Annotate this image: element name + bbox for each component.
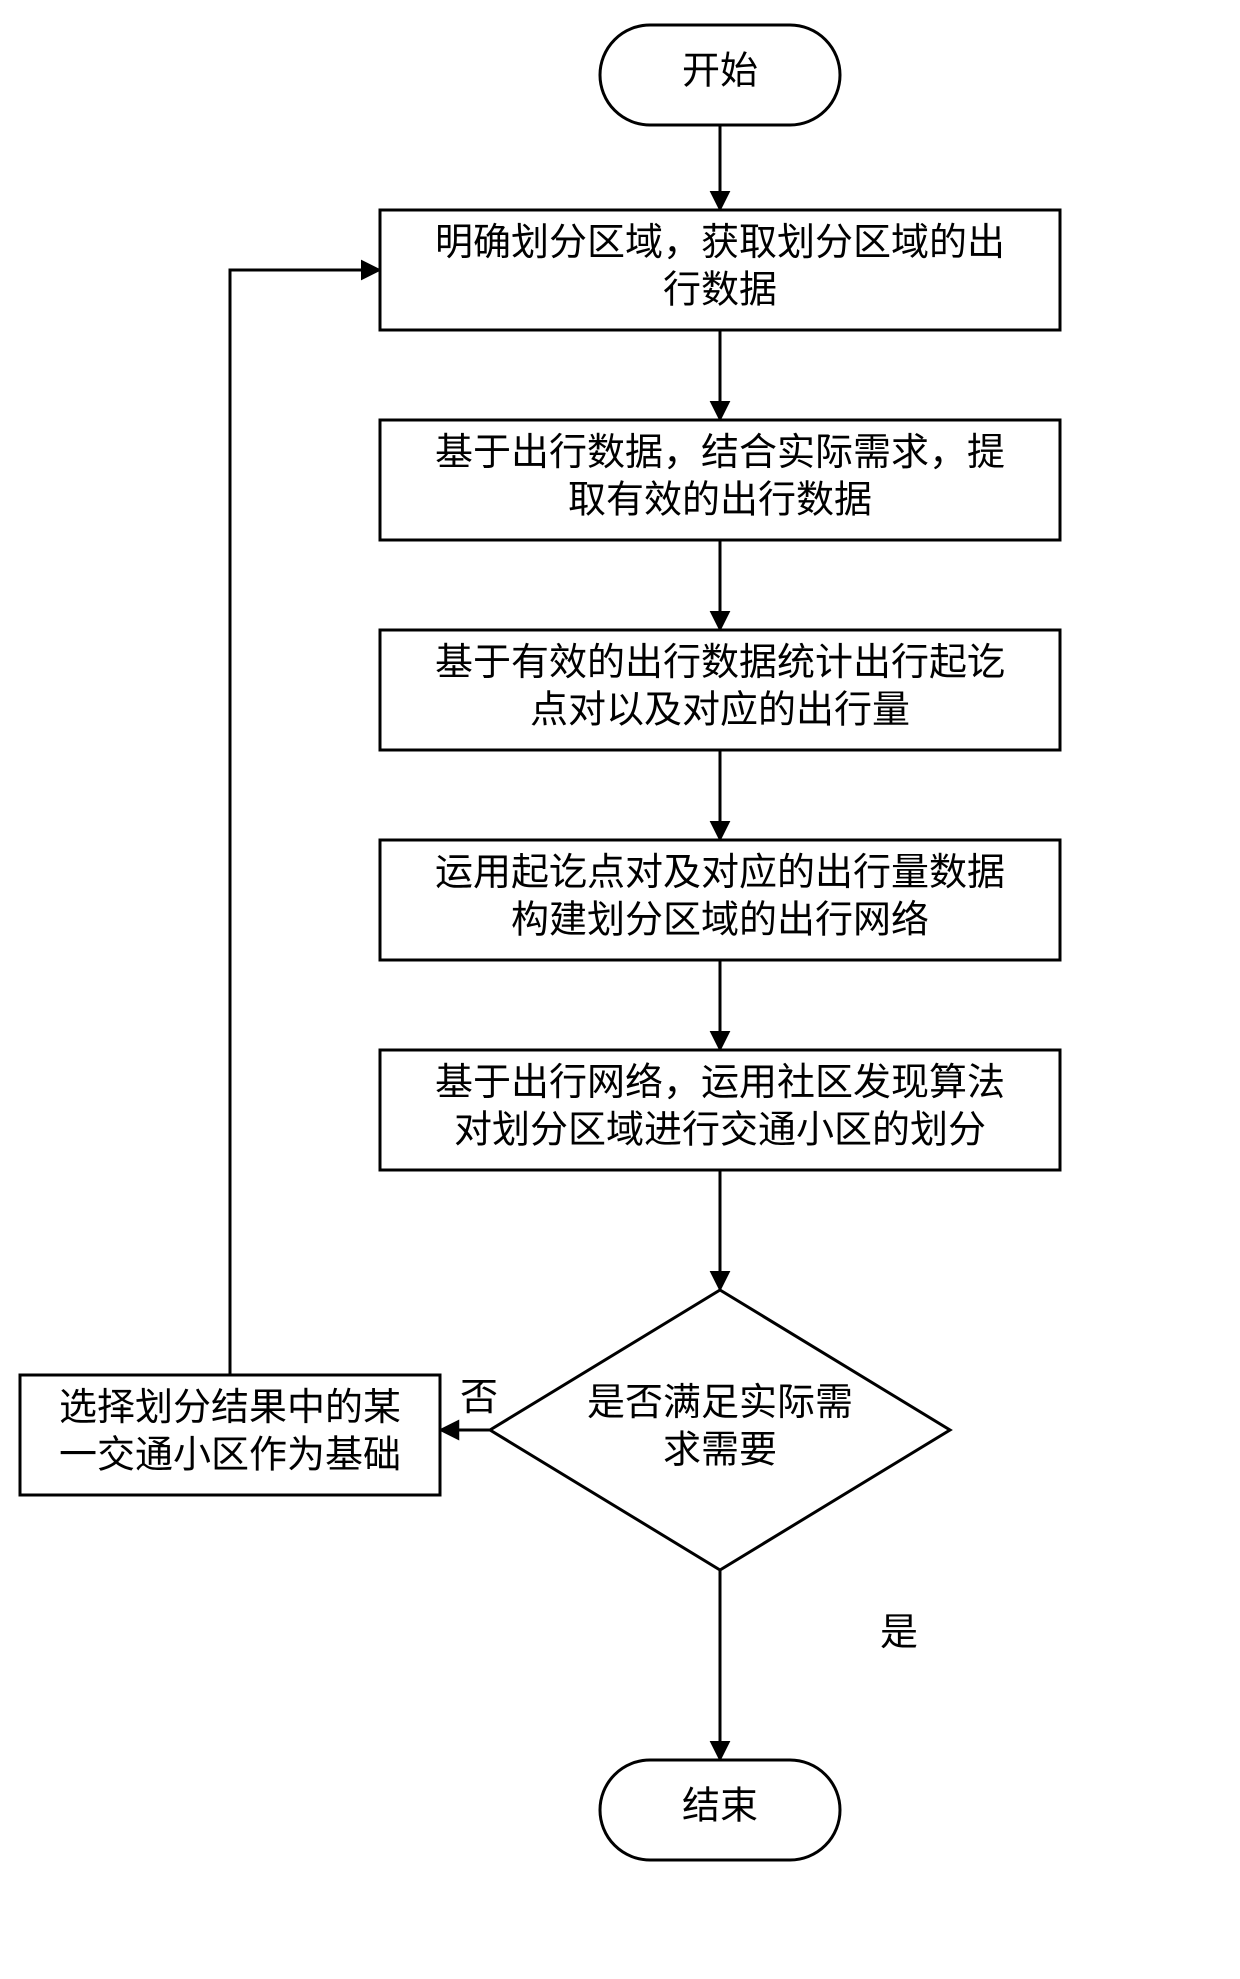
- node-text: 一交通小区作为基础: [59, 1434, 401, 1476]
- node-text: 行数据: [663, 269, 777, 311]
- node-text: 运用起讫点对及对应的出行量数据: [435, 852, 1005, 894]
- nodes-group: 开始明确划分区域，获取划分区域的出行数据基于出行数据，结合实际需求，提取有效的出…: [20, 25, 1060, 1860]
- edge: [230, 270, 380, 1375]
- node-text: 求需要: [663, 1429, 777, 1471]
- node-text: 点对以及对应的出行量: [530, 689, 910, 731]
- node-text: 基于有效的出行数据统计出行起讫: [435, 642, 1005, 684]
- node-text: 取有效的出行数据: [568, 479, 872, 521]
- node-n2: 基于出行数据，结合实际需求，提取有效的出行数据: [380, 420, 1060, 540]
- node-nloop: 选择划分结果中的某一交通小区作为基础: [20, 1375, 440, 1495]
- node-text: 是否满足实际需: [587, 1382, 853, 1424]
- flowchart-canvas: 否是开始明确划分区域，获取划分区域的出行数据基于出行数据，结合实际需求，提取有效…: [0, 0, 1240, 1979]
- node-dec: 是否满足实际需求需要: [490, 1290, 950, 1570]
- node-text: 明确划分区域，获取划分区域的出: [435, 222, 1005, 264]
- node-n4: 运用起讫点对及对应的出行量数据构建划分区域的出行网络: [380, 840, 1060, 960]
- node-n5: 基于出行网络，运用社区发现算法对划分区域进行交通小区的划分: [380, 1050, 1060, 1170]
- node-end: 结束: [600, 1760, 840, 1860]
- edge-label: 是: [880, 1612, 918, 1654]
- node-text: 基于出行数据，结合实际需求，提: [435, 432, 1005, 474]
- node-n3: 基于有效的出行数据统计出行起讫点对以及对应的出行量: [380, 630, 1060, 750]
- node-text: 开始: [682, 51, 758, 93]
- edge-label: 否: [460, 1377, 498, 1419]
- node-text: 选择划分结果中的某: [59, 1387, 401, 1429]
- node-start: 开始: [600, 25, 840, 125]
- node-n1: 明确划分区域，获取划分区域的出行数据: [380, 210, 1060, 330]
- node-text: 构建划分区域的出行网络: [511, 899, 929, 941]
- node-text: 对划分区域进行交通小区的划分: [454, 1109, 986, 1151]
- node-text: 结束: [682, 1786, 758, 1828]
- node-text: 基于出行网络，运用社区发现算法: [435, 1062, 1005, 1104]
